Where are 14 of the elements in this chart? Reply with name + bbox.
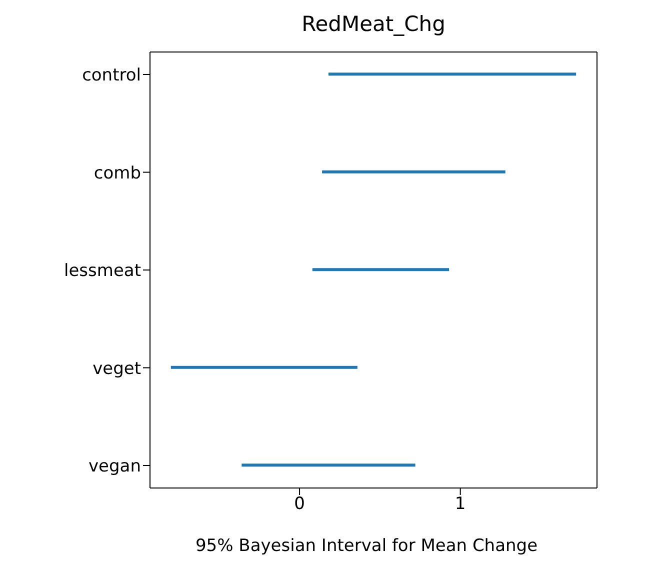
bar — [328, 72, 576, 76]
chart-title: RedMeat_Chg — [300, 12, 446, 36]
bar — [242, 464, 416, 467]
y-tick-label: control — [82, 66, 141, 86]
bar — [322, 170, 506, 174]
y-tick-label: vegan — [88, 456, 141, 477]
y-tick-label: lessmeat — [64, 261, 142, 282]
x-axis-title: 95% Bayesian Interval for Mean Change — [194, 536, 539, 556]
bar — [170, 366, 358, 369]
bar — [312, 268, 450, 272]
y-tick-label: veget — [92, 358, 142, 379]
x-tick-label: 1 — [454, 494, 466, 514]
x-tick-label: 0 — [294, 494, 305, 514]
y-tick-label: comb — [94, 163, 141, 184]
